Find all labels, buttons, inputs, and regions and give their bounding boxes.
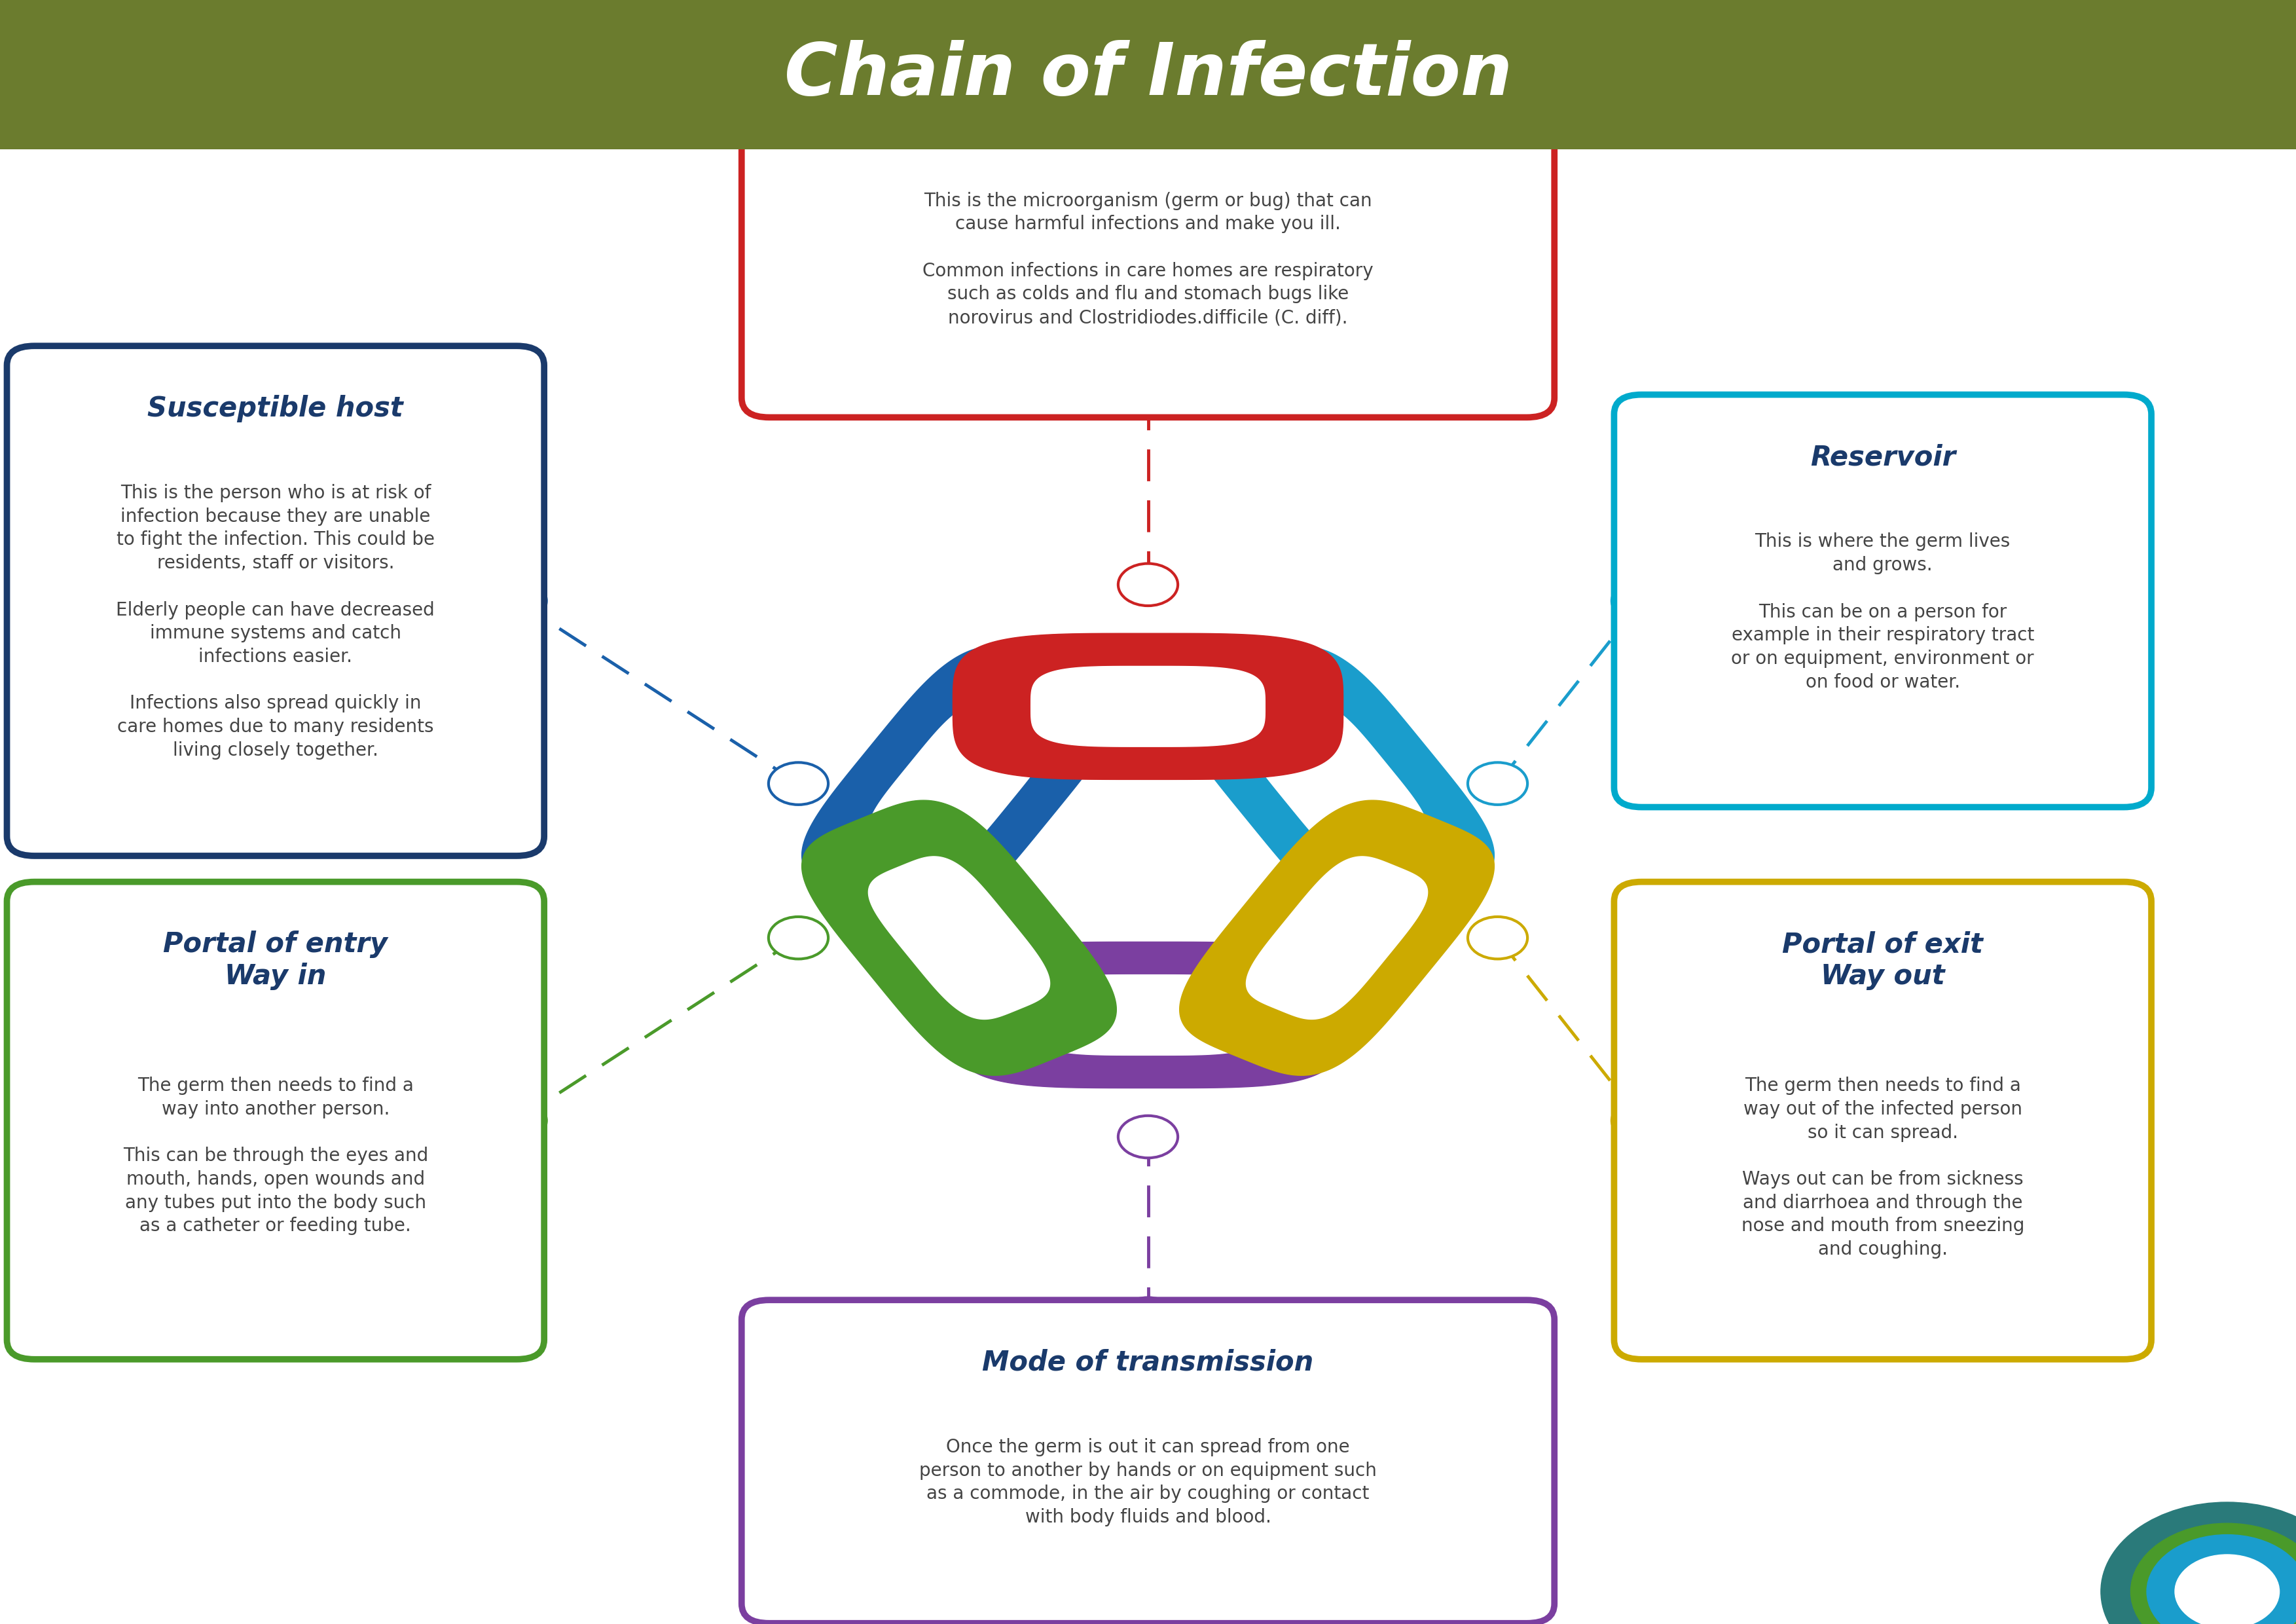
Circle shape [487,1099,546,1142]
Circle shape [2144,1533,2296,1624]
Polygon shape [801,646,1116,921]
Text: Chain of Infection: Chain of Infection [783,39,1513,110]
Circle shape [1118,564,1178,606]
Circle shape [2131,1523,2296,1624]
Circle shape [2147,1535,2296,1624]
Polygon shape [1180,646,1495,921]
Text: Once the germ is out it can spread from one
person to another by hands or on equ: Once the germ is out it can spread from … [918,1439,1378,1527]
Circle shape [2165,1548,2289,1624]
Text: The germ then needs to find a
way into another person.

This can be through the : The germ then needs to find a way into a… [124,1077,427,1236]
Polygon shape [953,633,1343,780]
Polygon shape [868,856,1049,1020]
Circle shape [1118,377,1178,419]
FancyBboxPatch shape [1614,882,2151,1359]
FancyBboxPatch shape [1614,395,2151,807]
Circle shape [1467,763,1527,806]
Circle shape [1118,1116,1178,1158]
Text: The germ then needs to find a
way out of the infected person
so it can spread.

: The germ then needs to find a way out of… [1740,1077,2025,1259]
Text: This is where the germ lives
and grows.

This can be on a person for
example in : This is where the germ lives and grows. … [1731,533,2034,692]
FancyBboxPatch shape [7,882,544,1359]
Polygon shape [801,801,1116,1075]
Text: Susceptible host: Susceptible host [147,395,404,422]
FancyBboxPatch shape [742,1299,1554,1624]
Polygon shape [1247,702,1428,866]
Circle shape [2101,1502,2296,1624]
Text: Portal of entry
Way in: Portal of entry Way in [163,931,388,991]
Circle shape [1612,1099,1671,1142]
Text: This is the microorganism (germ or bug) that can
cause harmful infections and ma: This is the microorganism (germ or bug) … [923,192,1373,326]
Polygon shape [868,702,1049,866]
FancyBboxPatch shape [0,0,2296,149]
Text: Infectious Agent: Infectious Agent [1022,102,1274,130]
FancyBboxPatch shape [7,346,544,856]
Circle shape [769,763,829,806]
Circle shape [487,580,546,622]
Polygon shape [1247,856,1428,1020]
Circle shape [1612,580,1671,622]
Polygon shape [1031,974,1265,1056]
Text: This is the person who is at risk of
infection because they are unable
to fight : This is the person who is at risk of inf… [117,484,434,760]
Text: Reservoir: Reservoir [1809,443,1956,471]
Text: Mode of transmission: Mode of transmission [983,1348,1313,1376]
Polygon shape [953,942,1343,1088]
Circle shape [2174,1554,2280,1624]
Circle shape [1467,916,1527,960]
Circle shape [769,916,829,958]
Circle shape [1118,1298,1178,1340]
Text: Portal of exit
Way out: Portal of exit Way out [1782,931,1984,991]
FancyBboxPatch shape [742,54,1554,417]
Polygon shape [1180,801,1495,1075]
Polygon shape [1031,666,1265,747]
